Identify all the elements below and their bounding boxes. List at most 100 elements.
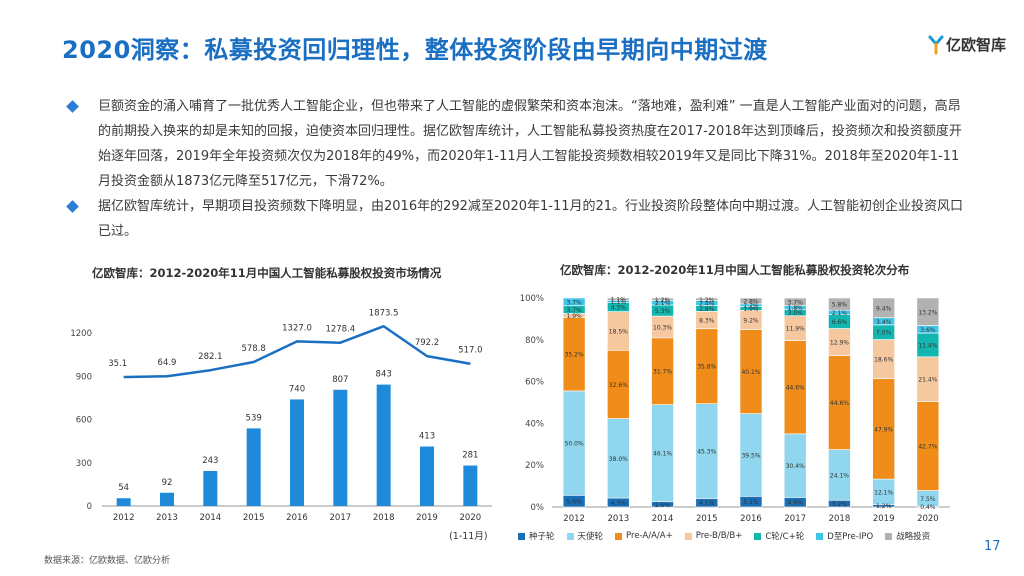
legend-swatch <box>615 532 623 540</box>
segment-label: 1.2% <box>655 297 671 304</box>
segment-label: 1.2% <box>743 303 759 310</box>
bar-value-label: 243 <box>202 456 218 466</box>
y-tick-label: 20% <box>525 461 544 471</box>
segment-label: 1.1% <box>611 297 627 304</box>
x-tick-label: 2016 <box>286 513 308 523</box>
line-value-label: 1873.5 <box>369 308 399 318</box>
segment-label: 6.6% <box>832 319 848 326</box>
x-tick-label: 2017 <box>784 514 806 524</box>
x-tick-label: 2017 <box>330 513 352 523</box>
segment-label: 31.7% <box>653 369 672 376</box>
segment-label: 1.9% <box>566 313 582 320</box>
segment-label: 3.0% <box>788 310 804 317</box>
segment-label: 47.9% <box>874 426 893 433</box>
segment-label: 5.3% <box>655 308 671 315</box>
segment-label: 0.4% <box>920 504 936 511</box>
segment-label: 42.7% <box>918 443 937 450</box>
legend-label: 天使轮 <box>577 532 604 542</box>
legend-item: Pre-B/B/B+ <box>684 530 743 542</box>
segment-label: 12.9% <box>830 340 849 347</box>
segment-label: 4.3% <box>611 305 627 312</box>
y-tick-label: 80% <box>525 336 544 346</box>
legend-swatch <box>885 532 893 540</box>
segment-label: 1.8% <box>788 305 804 312</box>
y-tick-label: 900 <box>76 372 92 382</box>
segment-label: 5.1% <box>743 499 759 506</box>
y-tick-label: 0% <box>531 503 545 513</box>
round-distribution-chart: 0%20%40%60%80%100%5.6%50.0%35.2%1.9%3.7%… <box>520 294 950 524</box>
bar <box>290 399 304 506</box>
investment-market-chart: 0 300 600 900 1200 54 92 243 539 740 807 843 413 281 3… <box>70 308 492 542</box>
line-value-label: 64.9 <box>158 358 177 368</box>
segment-label: 4.6% <box>788 500 804 507</box>
bar-value-label: 539 <box>246 413 262 423</box>
y-tick-label: 60% <box>525 378 544 388</box>
stack-segment <box>695 297 719 301</box>
diamond-icon <box>66 200 79 213</box>
logo-icon <box>928 35 944 54</box>
legend-item: 天使轮 <box>566 530 604 542</box>
x-tick-label: 2014 <box>652 514 674 524</box>
segment-label: 2.8% <box>699 306 715 313</box>
segment-label: 11.9% <box>786 326 805 333</box>
legend-item: 种子轮 <box>518 530 555 542</box>
bar-value-label: 843 <box>376 370 392 380</box>
segment-label: 38.0% <box>609 456 628 463</box>
segment-label: 11.4% <box>918 342 937 349</box>
segment-label: 1.2% <box>699 297 715 304</box>
segment-label: 44.6% <box>830 400 849 407</box>
segment-label: 2.4% <box>699 301 715 308</box>
x-tick-label: 2013 <box>156 513 178 523</box>
segment-label: 30.4% <box>786 463 805 470</box>
amount-line <box>123 325 471 379</box>
segment-label: 4.1% <box>699 500 715 507</box>
bar-value-label: 413 <box>419 432 435 442</box>
legend-label: Pre-B/B/B+ <box>695 531 743 541</box>
x-tick-label: 2015 <box>243 513 265 523</box>
segment-label: 24.1% <box>830 472 849 479</box>
line-value-label: 578.8 <box>241 344 265 354</box>
segment-label: 40.1% <box>741 369 760 376</box>
y-tick-label: 1200 <box>70 329 92 339</box>
logo: 亿欧智库 <box>928 34 1006 55</box>
x-tick-label: 2020 <box>917 514 939 524</box>
x-note-label: (1-11月) <box>449 531 487 542</box>
segment-label: 5.8% <box>832 302 848 309</box>
bar <box>333 389 348 506</box>
line-value-label: 1278.4 <box>325 325 355 335</box>
diamond-icon <box>66 100 79 113</box>
stack-segment <box>651 297 674 301</box>
bar-value-label: 54 <box>118 483 129 493</box>
stack-segment <box>916 297 940 326</box>
segment-label: 2.1% <box>655 300 671 307</box>
chart-legend: 种子轮 天使轮 Pre-A/A/A+ Pre-B/B/B+ C轮/C+轮 D至Pre-IP… <box>518 530 942 542</box>
segment-label: 1.9% <box>743 306 759 313</box>
stack-segment <box>828 297 851 311</box>
x-tick-label: 2018 <box>373 513 395 523</box>
stack-segment <box>607 297 630 301</box>
segment-label: 2.8% <box>743 298 759 305</box>
bar <box>246 428 261 506</box>
line-value-label: 792.2 <box>415 338 439 348</box>
y-tick-label: 300 <box>76 459 92 469</box>
segment-label: 2.5% <box>655 502 671 509</box>
segment-label: 5.6% <box>566 499 582 506</box>
legend-swatch <box>684 532 692 540</box>
legend-swatch <box>816 532 824 540</box>
x-tick-label: 2016 <box>740 514 762 524</box>
segment-label: 7.5% <box>920 496 936 503</box>
bar-value-label: 92 <box>162 478 173 488</box>
legend-swatch <box>566 532 574 540</box>
segment-label: 45.3% <box>697 449 716 456</box>
bullet-text: 据亿欧智库统计，早期项目投资频数下降明显，由2016年的292减至2020年1-… <box>98 199 964 239</box>
line-value-label: 517.0 <box>458 346 482 356</box>
legend-swatch <box>754 532 762 540</box>
segment-label: 3.7% <box>566 299 582 306</box>
segment-label: 39.5% <box>741 452 760 459</box>
bar <box>420 446 434 506</box>
segment-label: 4.3% <box>611 500 627 507</box>
segment-label: 1.2% <box>876 503 892 510</box>
line-value-label: 282.1 <box>198 352 222 362</box>
segment-label: 3.4% <box>876 319 892 326</box>
legend-item: 战略投资 <box>885 530 930 542</box>
